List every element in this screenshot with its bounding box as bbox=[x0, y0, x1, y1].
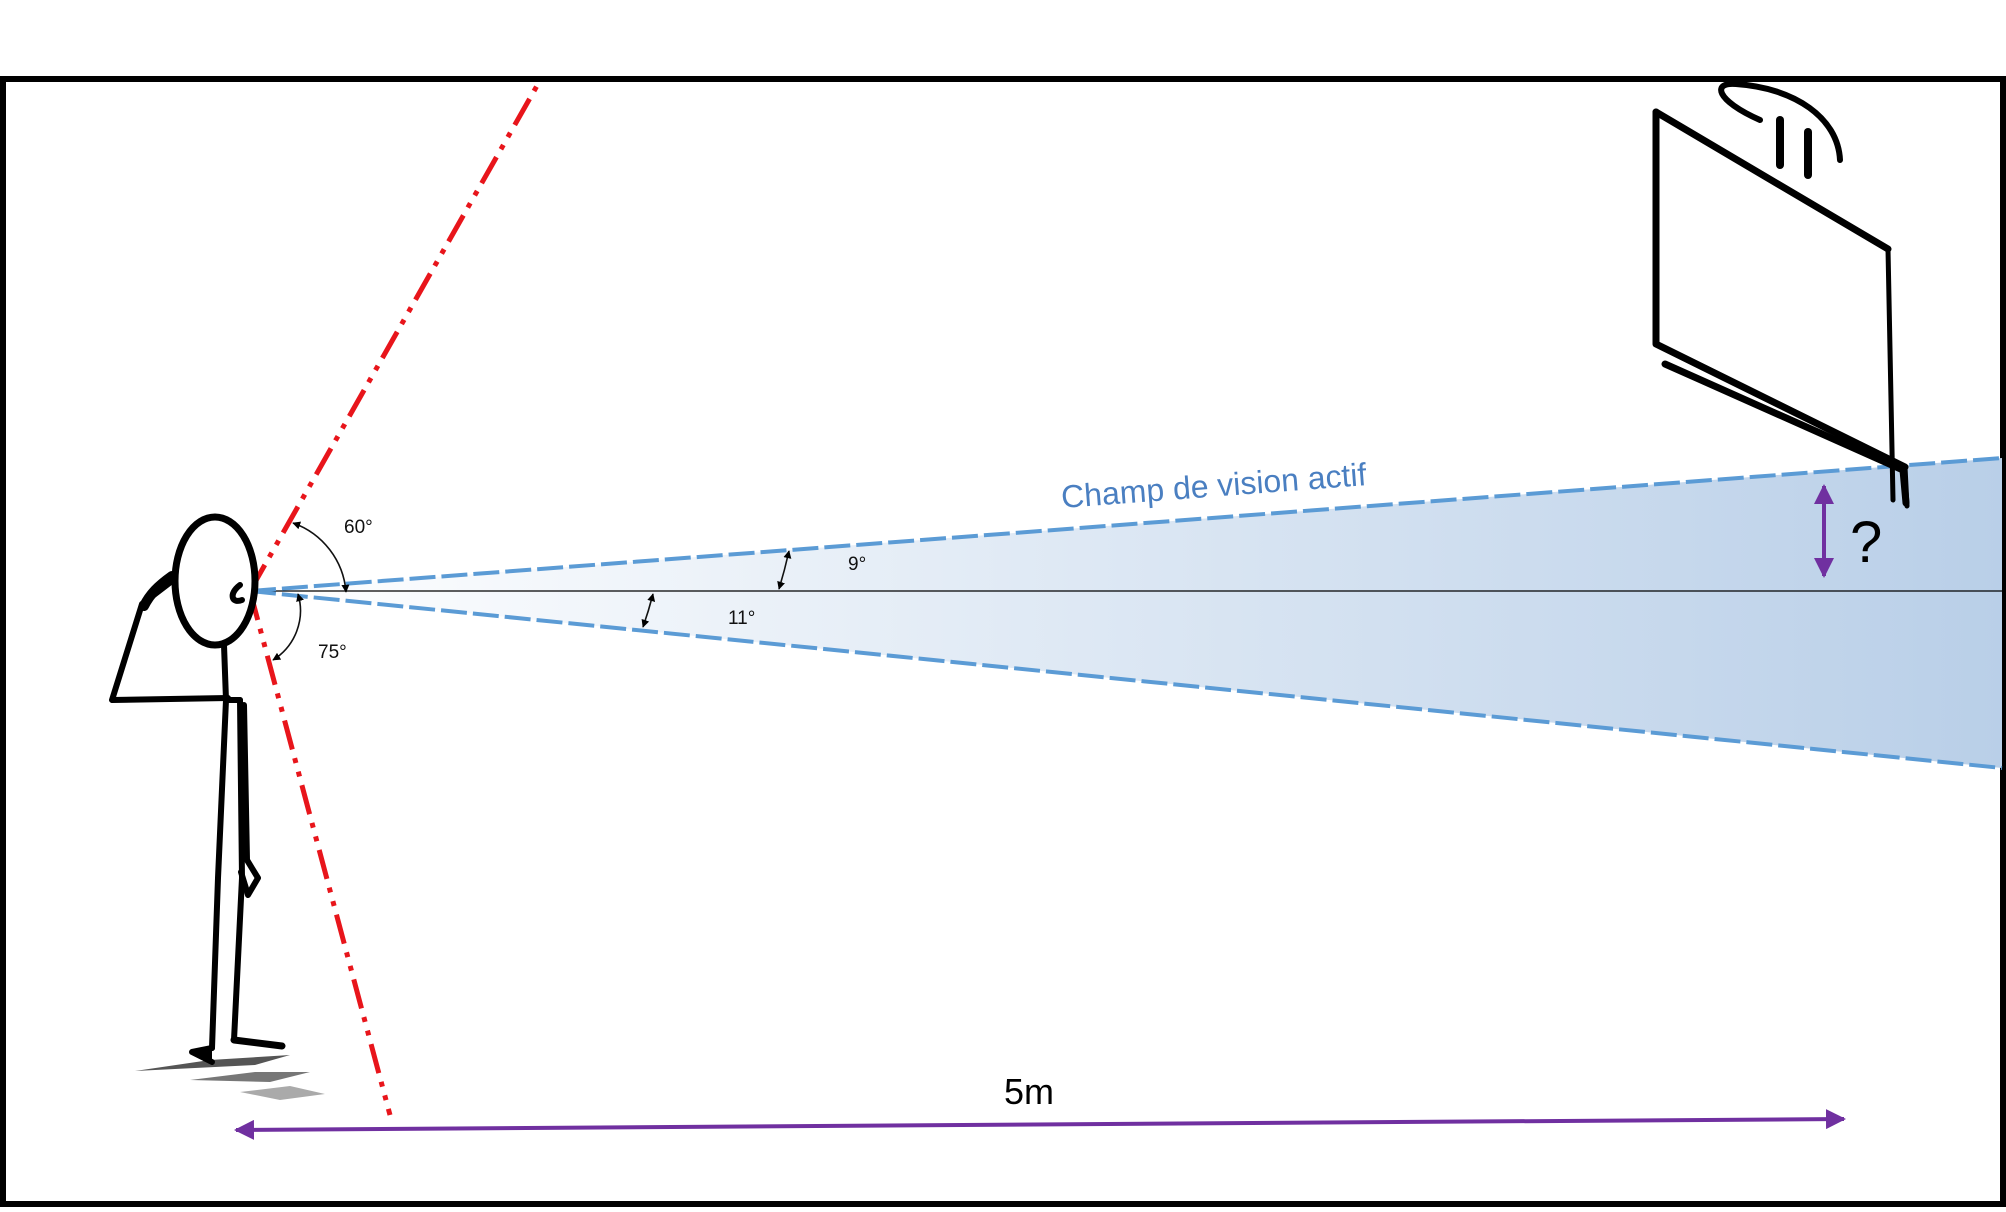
angle-arc-11 bbox=[641, 593, 656, 628]
distance-label: 5m bbox=[1004, 1071, 1054, 1112]
angle-label-60: 60° bbox=[344, 517, 373, 538]
question-mark: ? bbox=[1850, 510, 1882, 575]
lower-limit-line bbox=[247, 590, 393, 1116]
active-field-lower-edge bbox=[249, 589, 2003, 770]
angle-label-75: 75° bbox=[318, 642, 347, 663]
angle-arc-9 bbox=[777, 550, 792, 590]
angle-arc-60 bbox=[292, 521, 350, 593]
wall-screen-icon bbox=[1652, 80, 1910, 509]
upper-limit-line bbox=[247, 82, 541, 593]
stick-figure-icon bbox=[109, 513, 325, 1100]
distance-arrow bbox=[234, 1109, 1846, 1140]
angle-label-11: 11° bbox=[728, 608, 755, 629]
angle-arc-75 bbox=[272, 593, 304, 661]
active-field-upper-edge bbox=[249, 456, 2003, 593]
active-field-region bbox=[250, 458, 2002, 768]
angle-label-9: 9° bbox=[848, 554, 866, 575]
active-field-label: Champ de vision actif bbox=[1060, 456, 1368, 515]
diagram-frame bbox=[0, 76, 2006, 1207]
